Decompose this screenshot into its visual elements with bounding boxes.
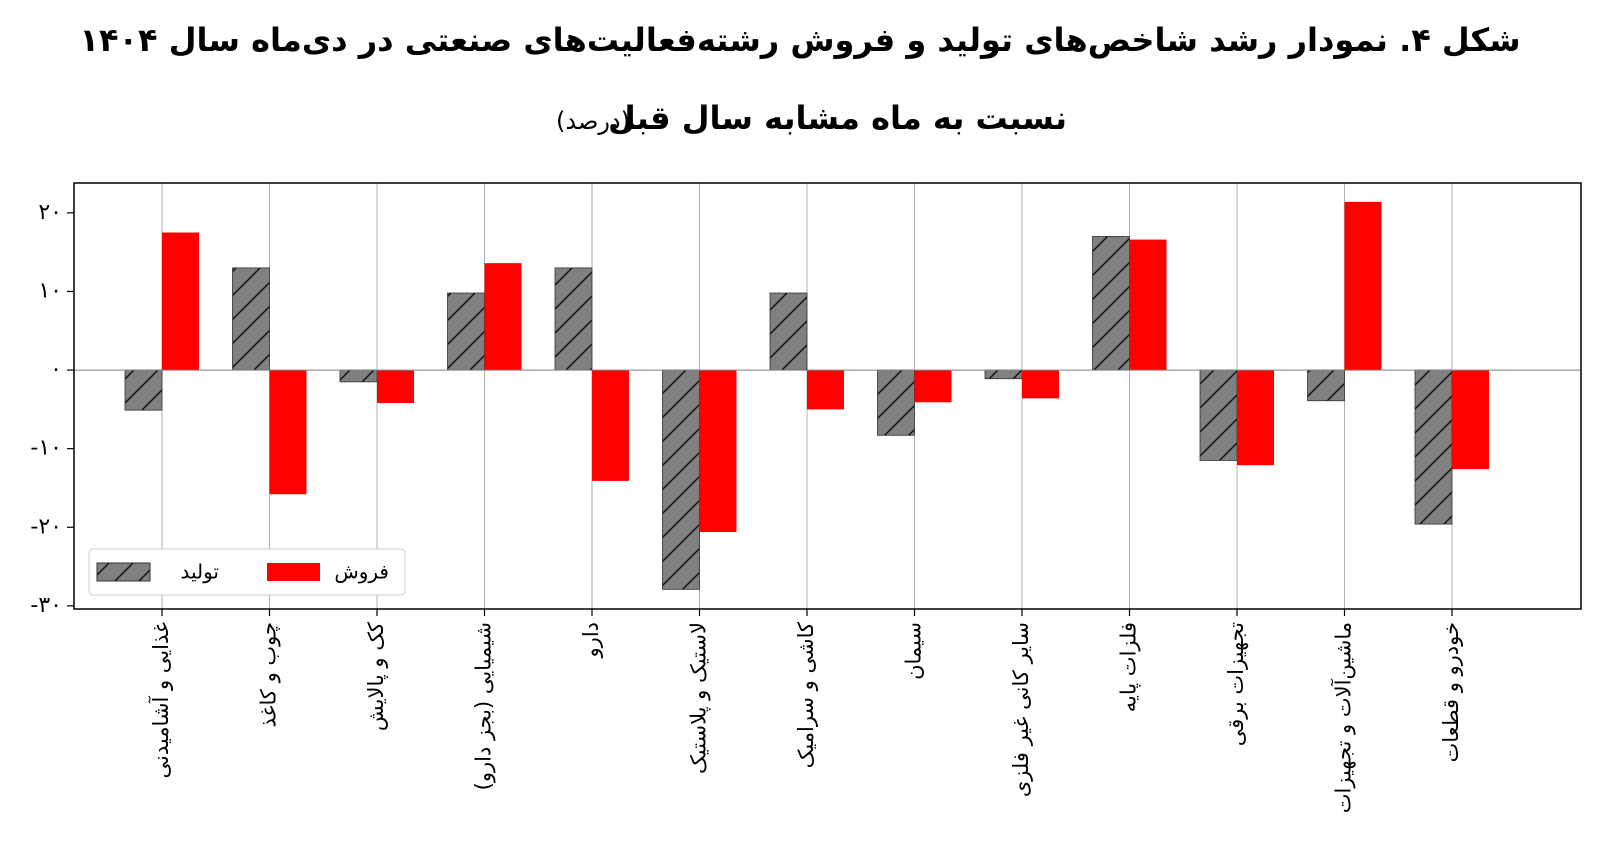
bar: [984, 369, 1023, 380]
y-tick-label: ۰: [50, 357, 62, 382]
bar: [232, 267, 270, 371]
chart-title: شکل ۴. نمودار رشد شاخص‌های تولید و فروش …: [79, 21, 1520, 59]
bar: [769, 292, 808, 371]
bar: [1414, 369, 1453, 525]
bar: [1129, 239, 1167, 371]
bar: [1344, 201, 1382, 371]
y-tick-label: ۲۰: [38, 200, 62, 225]
y-tick-label: -۲۰: [30, 514, 62, 539]
bar: [447, 292, 485, 371]
bar: [484, 263, 522, 371]
bar: [1237, 370, 1274, 466]
bar: [807, 370, 844, 410]
bar: [662, 369, 700, 590]
bar: [1022, 370, 1059, 399]
bar: [554, 267, 593, 371]
x-tick-label: غذایی و آشامیدنی: [148, 622, 173, 778]
bar: [877, 369, 915, 436]
plot-frame: [73, 182, 1582, 610]
y-tick-label: -۱۰: [30, 436, 62, 461]
bar: [1199, 369, 1238, 461]
x-tick-label: دارو: [579, 622, 603, 658]
axes: -۳۰ -۲۰ -۱۰ ۰ ۱۰ ۲۰ غذایی و آشامیدنی چوب و کاغذ…: [30, 182, 1582, 813]
bar: [699, 370, 737, 532]
legend: تولید فروش: [88, 548, 406, 596]
legend-swatch: [96, 562, 151, 582]
x-tick-label: کک و پالایش: [364, 622, 388, 731]
x-tick-label: خودرو و قطعات: [1439, 622, 1463, 763]
bar: [339, 369, 378, 383]
bar: [269, 370, 307, 495]
bar: [1092, 236, 1130, 371]
bars: [124, 201, 1489, 590]
legend-label: تولید: [180, 560, 219, 584]
x-tick-label: لاستیک و پلاستیک: [687, 622, 711, 774]
legend-label: فروش: [334, 560, 389, 584]
x-tick-label: شیمیایی (بجز دارو): [472, 622, 496, 790]
x-tick-label: سایر کانی غیر فلزی: [1009, 622, 1033, 797]
legend-swatch: [267, 563, 320, 581]
x-tick-label: کاشی و سرامیک: [794, 622, 818, 768]
bar: [592, 370, 629, 481]
bar: [124, 369, 163, 411]
y-tick-label: ۱۰: [38, 278, 62, 303]
bar: [1452, 370, 1489, 470]
x-tick-label: سیمان: [902, 622, 926, 680]
x-tick-label: ماشین‌آلات و تجهیزات: [1331, 622, 1356, 813]
y-tick-label: -۳۰: [30, 593, 62, 618]
legend-box: [88, 548, 406, 596]
x-tick-label: چوب و کاغذ: [257, 622, 281, 728]
chart-subtitle: نسبت به ماه مشابه سال قبل: [608, 99, 1067, 137]
bar: [162, 232, 199, 371]
bar: [1307, 369, 1345, 402]
bar: [377, 370, 414, 404]
x-tick-label: فلزات پایه: [1117, 622, 1141, 712]
unit-label: (درصد): [556, 107, 630, 135]
bar: [914, 370, 952, 403]
x-tick-label: تجهیزات برقی: [1224, 622, 1248, 746]
